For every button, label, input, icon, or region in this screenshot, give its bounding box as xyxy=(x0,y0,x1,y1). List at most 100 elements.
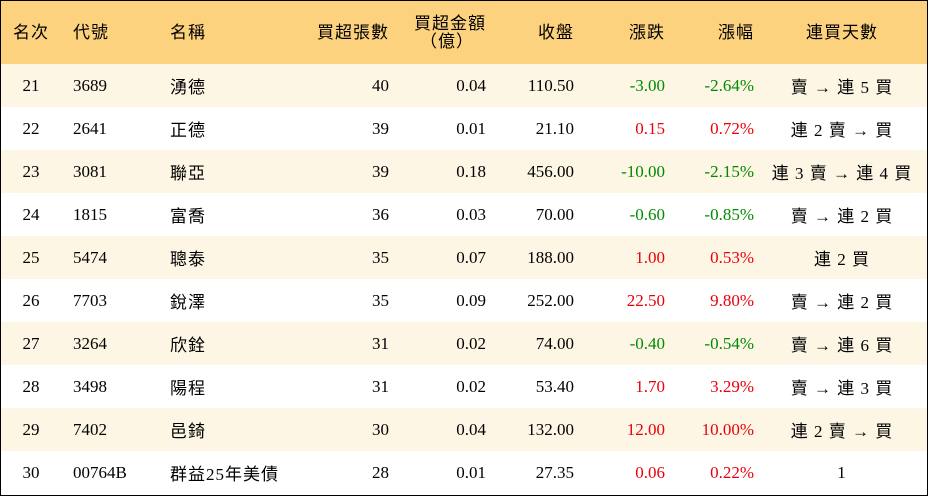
header-code[interactable]: 代號 xyxy=(73,22,109,42)
net-buy-qty-cell: 30 xyxy=(372,419,389,439)
change-cell: 0.06 xyxy=(635,462,665,482)
header-rank[interactable]: 名次 xyxy=(13,22,49,42)
net-buy-amount-cell: 0.02 xyxy=(456,376,486,396)
change-pct-cell: 0.72% xyxy=(710,118,754,138)
rank-cell: 25 xyxy=(22,247,40,267)
streak-cell: 賣 → 連 2 買 xyxy=(790,293,894,312)
header-net-buy-qty[interactable]: 買超張數 xyxy=(317,22,389,42)
rank-cell: 21 xyxy=(22,75,40,95)
net-buy-qty-cell: 28 xyxy=(372,462,389,482)
streak-cell: 連 2 買 xyxy=(814,250,870,269)
header-net-buy-amount-unit: （億） xyxy=(420,31,474,51)
net-buy-amount-cell: 0.09 xyxy=(456,290,486,310)
stock-name-cell: 陽程 xyxy=(170,379,206,398)
change-pct-cell: -2.15% xyxy=(704,161,754,181)
rank-cell: 23 xyxy=(22,161,40,181)
table-body: 21 3689 湧德 40 0.04 110.50 -3.00 -2.64% 賣 → 連 5 買… xyxy=(1,64,927,494)
change-cell: -0.40 xyxy=(629,333,665,353)
change-pct-cell: -2.64% xyxy=(704,75,754,95)
table-row[interactable]: 27 3264 欣銓 31 0.02 74.00 -0.40 -0.54% 賣 → 連 6 買 xyxy=(1,322,927,365)
net-buy-qty-cell: 31 xyxy=(372,376,389,396)
header-streak[interactable]: 連買天數 xyxy=(806,22,878,42)
stock-code-cell: 1815 xyxy=(73,204,107,224)
close-price-cell: 110.50 xyxy=(527,75,574,95)
change-pct-cell: 0.53% xyxy=(710,247,754,267)
net-buy-amount-cell: 0.03 xyxy=(456,204,486,224)
stock-name-cell: 聯亞 xyxy=(170,164,206,183)
table-header: 名次 代號 名稱 買超張數 買超金額 （億） 收盤 漲跌 漲幅 連買天數 xyxy=(1,1,927,64)
net-buy-qty-cell: 36 xyxy=(372,204,389,224)
change-pct-cell: 3.29% xyxy=(710,376,754,396)
change-pct-cell: 0.22% xyxy=(710,462,754,482)
stock-code-cell: 3264 xyxy=(73,333,107,353)
net-buy-qty-cell: 31 xyxy=(372,333,389,353)
table-row[interactable]: 28 3498 陽程 31 0.02 53.40 1.70 3.29% 賣 → 連 3 買 xyxy=(1,365,927,408)
table-row[interactable]: 30 00764B 群益25年美債 28 0.01 27.35 0.06 0.22% 1 xyxy=(1,451,927,494)
close-price-cell: 252.00 xyxy=(527,290,574,310)
stock-code-cell: 3689 xyxy=(73,75,107,95)
net-buy-qty-cell: 35 xyxy=(372,247,389,267)
header-row: 名次 代號 名稱 買超張數 買超金額 （億） 收盤 漲跌 漲幅 連買天數 xyxy=(1,1,927,64)
rank-cell: 22 xyxy=(22,118,40,138)
streak-cell: 賣 → 連 5 買 xyxy=(790,78,894,97)
table-row[interactable]: 29 7402 邑錡 30 0.04 132.00 12.00 10.00% 連 2 賣 → 買 xyxy=(1,408,927,451)
net-buy-qty-cell: 39 xyxy=(372,118,389,138)
change-cell: -0.60 xyxy=(629,204,665,224)
net-buy-amount-cell: 0.18 xyxy=(456,161,486,181)
stock-name-cell: 聰泰 xyxy=(170,250,206,269)
rank-cell: 27 xyxy=(22,333,40,353)
streak-cell: 賣 → 連 6 買 xyxy=(790,336,894,355)
change-cell: -10.00 xyxy=(621,161,665,181)
change-pct-cell: 10.00% xyxy=(701,419,754,439)
table-row[interactable]: 24 1815 富喬 36 0.03 70.00 -0.60 -0.85% 賣 → 連 2 買 xyxy=(1,193,927,236)
table-row[interactable]: 25 5474 聰泰 35 0.07 188.00 1.00 0.53% 連 2 買 xyxy=(1,236,927,279)
stock-name-cell: 欣銓 xyxy=(170,336,206,355)
change-cell: 0.15 xyxy=(635,118,665,138)
rank-cell: 26 xyxy=(22,290,40,310)
change-cell: -3.00 xyxy=(629,75,665,95)
net-buy-amount-cell: 0.04 xyxy=(456,75,486,95)
streak-cell: 賣 → 連 2 買 xyxy=(790,207,894,226)
close-price-cell: 70.00 xyxy=(535,204,574,224)
stock-name-cell: 湧德 xyxy=(170,78,206,97)
stock-name-cell: 銳澤 xyxy=(170,293,206,312)
change-cell: 12.00 xyxy=(626,419,665,439)
change-cell: 1.70 xyxy=(635,376,665,396)
net-buy-amount-cell: 0.01 xyxy=(456,462,486,482)
close-price-cell: 74.00 xyxy=(535,333,574,353)
header-change-pct[interactable]: 漲幅 xyxy=(718,22,754,42)
streak-cell: 連 3 賣 → 連 4 買 xyxy=(771,164,913,183)
stock-code-cell: 5474 xyxy=(73,247,107,267)
table-row[interactable]: 21 3689 湧德 40 0.04 110.50 -3.00 -2.64% 賣 → 連 5 買 xyxy=(1,64,927,107)
close-price-cell: 27.35 xyxy=(535,462,574,482)
streak-cell: 連 2 賣 → 買 xyxy=(790,422,894,441)
stock-code-cell: 3498 xyxy=(73,376,107,396)
close-price-cell: 132.00 xyxy=(527,419,574,439)
table-row[interactable]: 26 7703 銳澤 35 0.09 252.00 22.50 9.80% 賣 → 連 2 買 xyxy=(1,279,927,322)
streak-cell: 1 xyxy=(837,462,847,482)
change-cell: 22.50 xyxy=(626,290,665,310)
stock-code-cell: 2641 xyxy=(73,118,107,138)
net-buy-qty-cell: 40 xyxy=(372,75,389,95)
change-cell: 1.00 xyxy=(635,247,665,267)
table-row[interactable]: 22 2641 正德 39 0.01 21.10 0.15 0.72% 連 2 賣 → 買 xyxy=(1,107,927,150)
stock-name-cell: 邑錡 xyxy=(170,422,206,441)
header-close[interactable]: 收盤 xyxy=(538,22,574,42)
stock-code-cell: 7402 xyxy=(73,419,107,439)
header-change[interactable]: 漲跌 xyxy=(629,22,665,42)
stock-name-cell: 群益25年美債 xyxy=(170,465,279,484)
table-row[interactable]: 23 3081 聯亞 39 0.18 456.00 -10.00 -2.15% 連 3 賣 → … xyxy=(1,150,927,193)
stock-name-cell: 富喬 xyxy=(170,207,206,226)
rank-cell: 29 xyxy=(22,419,40,439)
close-price-cell: 456.00 xyxy=(527,161,574,181)
close-price-cell: 53.40 xyxy=(535,376,574,396)
net-buy-qty-cell: 39 xyxy=(372,161,389,181)
stock-code-cell: 3081 xyxy=(73,161,107,181)
net-buy-amount-cell: 0.01 xyxy=(456,118,486,138)
stock-code-cell: 00764B xyxy=(73,462,127,482)
header-name[interactable]: 名稱 xyxy=(170,22,206,42)
header-net-buy-amount[interactable]: 買超金額 （億） xyxy=(392,1,489,64)
stock-code-cell: 7703 xyxy=(73,290,107,310)
